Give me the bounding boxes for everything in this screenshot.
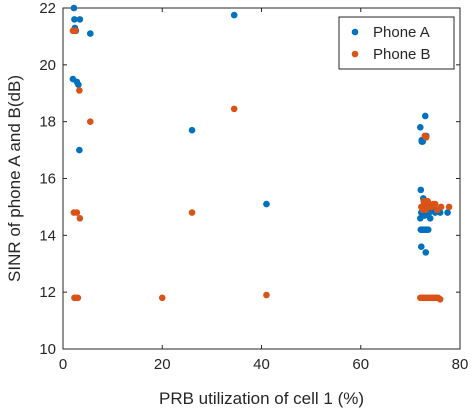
data-point (437, 203, 445, 211)
data-point (424, 197, 432, 205)
x-tick-label: 80 (452, 356, 469, 373)
y-tick-label: 22 (39, 0, 56, 17)
tick-marks (62, 7, 461, 350)
data-point (76, 146, 83, 154)
y-tick-label: 16 (39, 171, 56, 188)
legend-marker (351, 50, 359, 58)
data-point (421, 112, 429, 120)
series-phone-b (69, 27, 453, 303)
legend-marker (351, 28, 359, 36)
data-point (422, 133, 430, 141)
data-point (73, 209, 81, 216)
data-point (73, 78, 81, 86)
y-axis-label: SINR of phone A and B(dB) (5, 75, 24, 282)
data-point (188, 126, 196, 134)
data-point (436, 295, 444, 303)
legend-entry: Phone B (373, 46, 431, 63)
data-point (76, 16, 84, 23)
y-tick-label: 12 (39, 284, 56, 301)
x-tick-label: 20 (154, 356, 171, 373)
data-point (70, 4, 78, 12)
data-point (426, 214, 434, 222)
data-point (86, 30, 94, 37)
data-point (230, 105, 238, 113)
data-point (74, 294, 82, 302)
data-point (71, 16, 78, 23)
y-tick-label: 10 (39, 341, 56, 358)
y-tick-label: 14 (39, 227, 56, 244)
data-point (424, 226, 432, 233)
data-point (422, 249, 430, 256)
x-tick-label: 40 (253, 356, 270, 373)
legend-box (338, 16, 455, 70)
x-tick-labels: 0 20 40 60 80 (59, 356, 469, 373)
y-tick-labels: 10 12 14 16 18 20 22 (39, 0, 56, 358)
data-point (263, 200, 270, 208)
data-point (263, 291, 270, 299)
data-point (230, 11, 238, 19)
x-tick-label: 60 (352, 356, 369, 373)
data-point (444, 209, 451, 216)
data-point (417, 186, 425, 194)
data-point (417, 243, 425, 250)
legend-entry: Phone A (373, 24, 430, 41)
data-points (69, 4, 453, 303)
data-point (76, 214, 84, 222)
data-point (72, 27, 79, 35)
data-point (158, 294, 166, 302)
data-point (431, 200, 439, 208)
x-tick-label: 0 (59, 356, 67, 373)
data-point (76, 87, 83, 94)
x-axis-label: PRB utilization of cell 1 (%) (159, 389, 364, 408)
data-point (86, 118, 94, 125)
y-tick-label: 20 (39, 57, 56, 74)
data-point (445, 203, 453, 211)
legend: Phone A Phone B (338, 16, 455, 70)
data-point (188, 209, 196, 216)
data-point (417, 124, 424, 131)
y-tick-label: 18 (39, 114, 56, 131)
